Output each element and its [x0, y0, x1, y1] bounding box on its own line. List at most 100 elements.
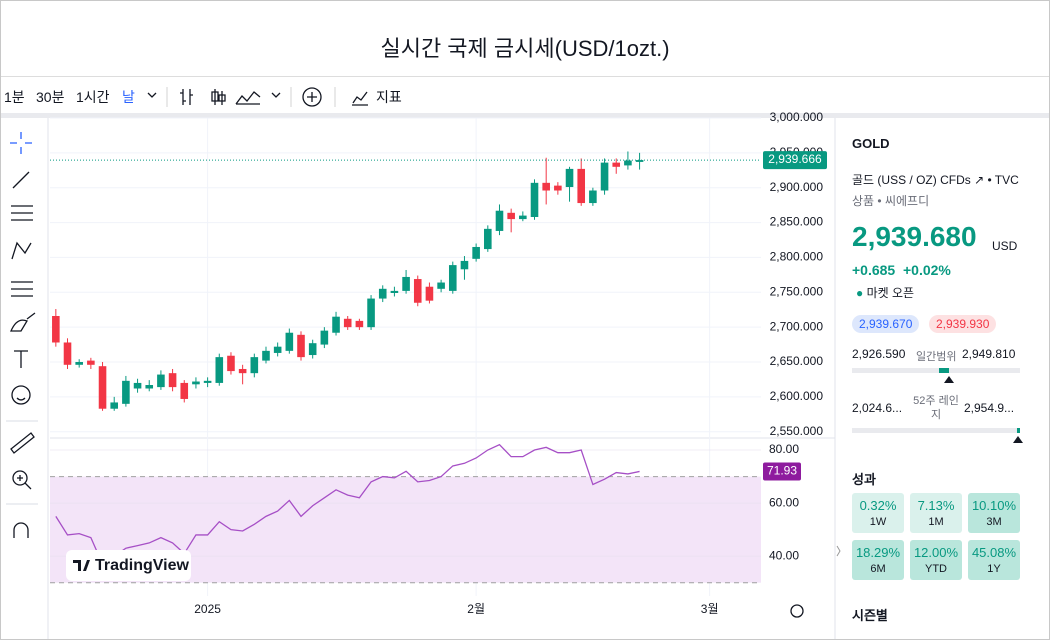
rsi-label: 71.93	[767, 464, 797, 478]
x-tick-label: 2025	[194, 602, 221, 616]
indicators-button[interactable]: 지표	[376, 89, 402, 105]
trendline-tool[interactable]	[12, 171, 30, 189]
candle-body	[308, 343, 317, 356]
candle-body	[589, 190, 597, 204]
fib-tool[interactable]	[11, 205, 33, 221]
performance-value: 18.29%	[855, 545, 901, 560]
y-tick-label: 2,600.000	[770, 389, 824, 403]
candle-body	[367, 298, 375, 328]
performance-label: 6M	[870, 563, 886, 575]
y-tick-label: 60.00	[769, 495, 799, 509]
performance-label: 3M	[986, 516, 1002, 528]
interval-button[interactable]: 날	[122, 89, 135, 105]
performance-tile[interactable]: 0.32% 1W	[852, 493, 904, 533]
performance-label: 1Y	[987, 563, 1001, 575]
candle-body	[519, 215, 527, 220]
candle-body	[180, 382, 189, 399]
compare-icon[interactable]	[307, 92, 317, 102]
ask: 2,939.930	[929, 315, 997, 333]
performance-tile[interactable]: 18.29% 6M	[852, 540, 904, 580]
performance-tile[interactable]: 10.10% 3M	[968, 493, 1020, 533]
y-tick-label: 2,550.000	[770, 424, 824, 438]
performance-title: 성과	[852, 472, 876, 487]
candle-body	[98, 366, 107, 409]
market-status: ● 마켓 오픈	[856, 286, 915, 300]
candle-body	[425, 286, 434, 301]
settings-button[interactable]	[790, 604, 804, 618]
bid: 2,939.670	[852, 315, 920, 333]
exchange: TVC	[994, 173, 1019, 187]
interval-button[interactable]: 1시간	[76, 89, 110, 105]
performance-value: 45.08%	[971, 545, 1017, 560]
candle-body	[495, 210, 504, 231]
drawing-tools	[6, 132, 38, 538]
logo-icon	[73, 560, 90, 571]
candle-body	[437, 282, 445, 289]
status-text: 마켓 오픈	[866, 286, 915, 300]
brush-tool[interactable]	[10, 312, 36, 332]
collapse-button[interactable]	[836, 545, 841, 557]
sidebar: GOLD 골드 (USS / OZ) CFDs ↗ • TVC 상품 • 씨에프…	[836, 118, 1049, 639]
divider	[1, 76, 1049, 77]
week52-low: 2,024.6...	[852, 401, 903, 415]
day-low: 2,926.590	[852, 347, 906, 361]
last-price-tag	[763, 151, 827, 170]
candle-body	[448, 265, 457, 291]
x-tick-label: 2월	[467, 602, 485, 616]
zoom-tool[interactable]	[17, 475, 32, 490]
projection-tool[interactable]	[11, 281, 33, 297]
candle-body	[484, 228, 492, 250]
candle-body	[378, 288, 387, 299]
day-range-bar	[852, 368, 1020, 373]
description: 골드 (USS / OZ) CFDs ↗ • TVC	[852, 173, 1019, 187]
area-icon[interactable]	[235, 91, 261, 105]
candles-icon[interactable]	[211, 89, 226, 105]
candle-body	[157, 374, 165, 388]
text-tool[interactable]	[14, 350, 28, 368]
bars-icon[interactable]	[180, 89, 193, 105]
dropdown-icon[interactable]	[147, 92, 157, 98]
ruler-tool[interactable]	[10, 432, 35, 454]
interval-button[interactable]: 1분	[4, 89, 25, 105]
symbol: GOLD	[852, 136, 890, 151]
performance-tile[interactable]: 12.00% YTD	[910, 540, 962, 580]
y-tick-label: 40.00	[769, 548, 799, 562]
indicator-icon[interactable]	[352, 91, 368, 106]
crosshair-tool[interactable]	[10, 132, 32, 154]
candle-body	[75, 362, 83, 365]
candle-body	[192, 381, 200, 385]
dropdown-icon[interactable]	[271, 92, 281, 98]
candle-body	[554, 185, 562, 191]
candle-body	[402, 276, 410, 291]
day-range-fill	[939, 368, 949, 373]
toolbar-icons	[147, 87, 368, 107]
icon-tool[interactable]	[11, 385, 31, 405]
performance-value: 7.13%	[917, 498, 955, 513]
zoom-tool[interactable]	[12, 470, 28, 486]
candle-body	[624, 160, 632, 166]
icon-tool[interactable]	[16, 397, 26, 401]
magnet-tool[interactable]	[13, 522, 29, 538]
last-price-label: 2,939.666	[768, 152, 822, 166]
seasonal-title: 시즌별	[852, 608, 888, 623]
day-high: 2,949.810	[962, 347, 1016, 361]
performance-tile[interactable]: 45.08% 1Y	[968, 540, 1020, 580]
candle-body	[297, 334, 305, 358]
pattern-tool[interactable]	[11, 241, 32, 260]
candle-body	[285, 332, 294, 351]
day-range-marker	[944, 376, 954, 383]
performance-label: 1W	[869, 516, 887, 528]
candle-body	[238, 368, 247, 374]
candle-body	[320, 330, 329, 345]
candle-body	[273, 346, 282, 353]
compare-icon[interactable]	[302, 87, 322, 107]
week52-high: 2,954.9...	[964, 401, 1015, 415]
performance-label: 1M	[928, 516, 944, 528]
candle-body	[600, 162, 609, 191]
category-line: 상품 • 씨에프디	[852, 194, 930, 208]
candle-body	[577, 168, 586, 204]
y-tick-label: 2,800.000	[770, 250, 824, 264]
performance-tile[interactable]: 7.13% 1M	[910, 493, 962, 533]
interval-button[interactable]: 30분	[36, 89, 65, 105]
